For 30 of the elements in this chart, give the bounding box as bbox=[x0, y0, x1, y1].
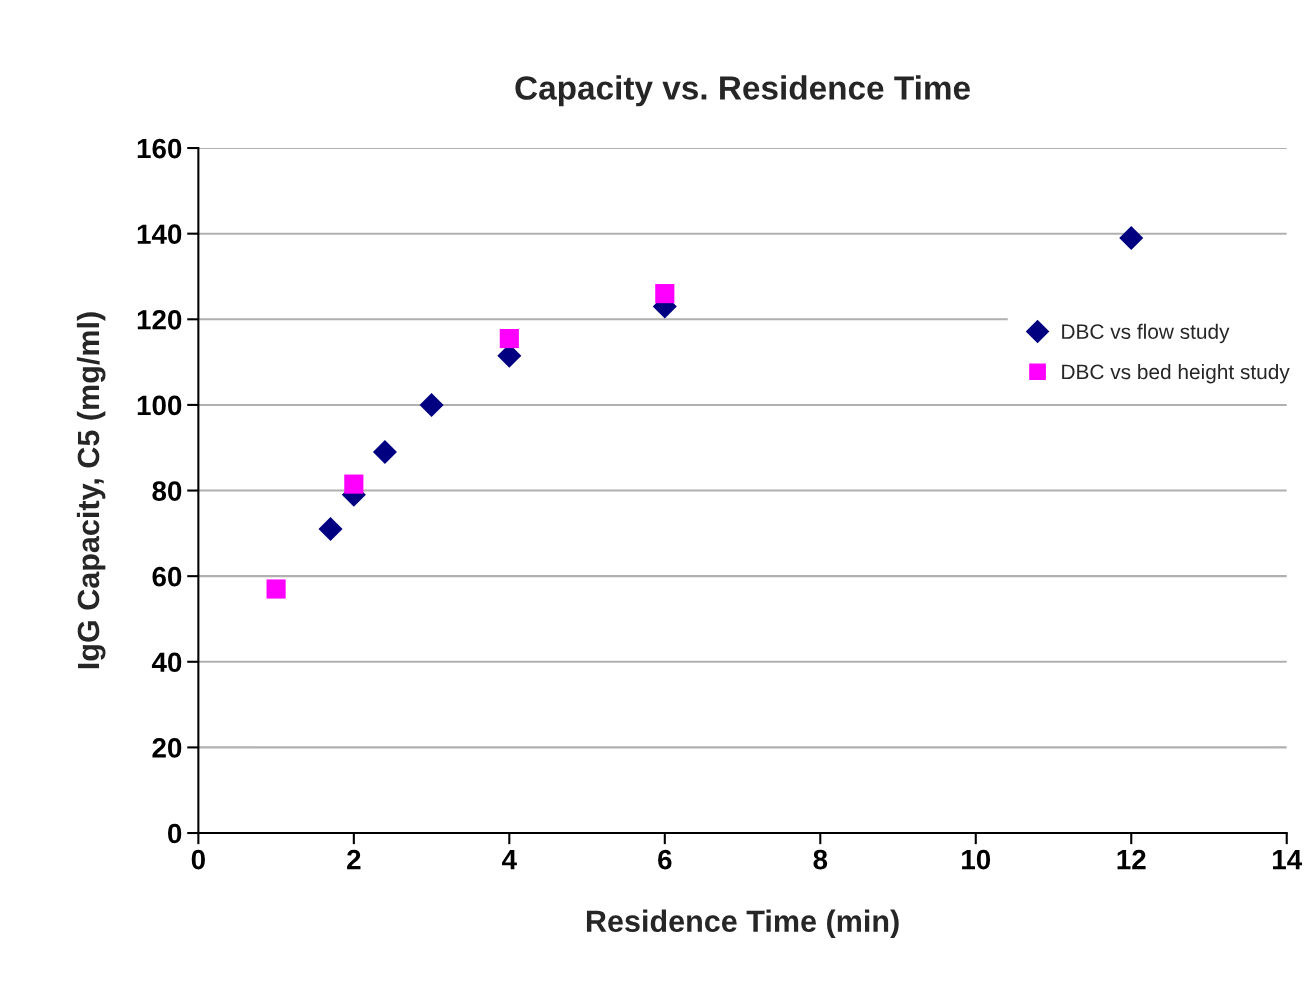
x-tick-label: 14 bbox=[1273, 850, 1303, 870]
x-tick-label: 10 bbox=[962, 849, 991, 870]
y-tick-label: 120 bbox=[137, 309, 182, 330]
point bbox=[344, 474, 364, 494]
x-axis-title: Residence Time (min) bbox=[586, 909, 899, 939]
point bbox=[419, 392, 444, 417]
y-tick-label: 60 bbox=[152, 566, 182, 587]
point bbox=[655, 284, 675, 304]
point bbox=[1119, 225, 1144, 250]
point bbox=[372, 439, 397, 465]
y-axis-title: IgG Capacity, C5 (mg/ml) bbox=[76, 312, 106, 669]
x-tick-label: 6 bbox=[658, 849, 672, 870]
y-tick-label: 140 bbox=[137, 224, 182, 245]
x-tick-label: 0 bbox=[191, 849, 205, 870]
y-tick-label: 20 bbox=[152, 738, 182, 758]
x-tick-label: 12 bbox=[1117, 849, 1146, 870]
legend-label: DBC vs flow study bbox=[1062, 323, 1230, 344]
x-tick-label: 8 bbox=[813, 849, 828, 870]
point bbox=[266, 579, 286, 599]
x-tick-label: 2 bbox=[347, 849, 361, 870]
y-tick-label: 160 bbox=[137, 138, 182, 159]
y-tick-label: 40 bbox=[151, 652, 182, 673]
y-tick-label: 100 bbox=[137, 395, 182, 416]
y-tick-label: 80 bbox=[152, 481, 182, 501]
point bbox=[499, 328, 519, 349]
chart-title: Capacity vs. Residence Time bbox=[515, 75, 970, 107]
legend-label: DBC vs bed height study bbox=[1062, 363, 1290, 384]
x-tick-label: 4 bbox=[502, 850, 517, 870]
point bbox=[318, 517, 343, 542]
y-tick-label: 0 bbox=[168, 823, 182, 844]
